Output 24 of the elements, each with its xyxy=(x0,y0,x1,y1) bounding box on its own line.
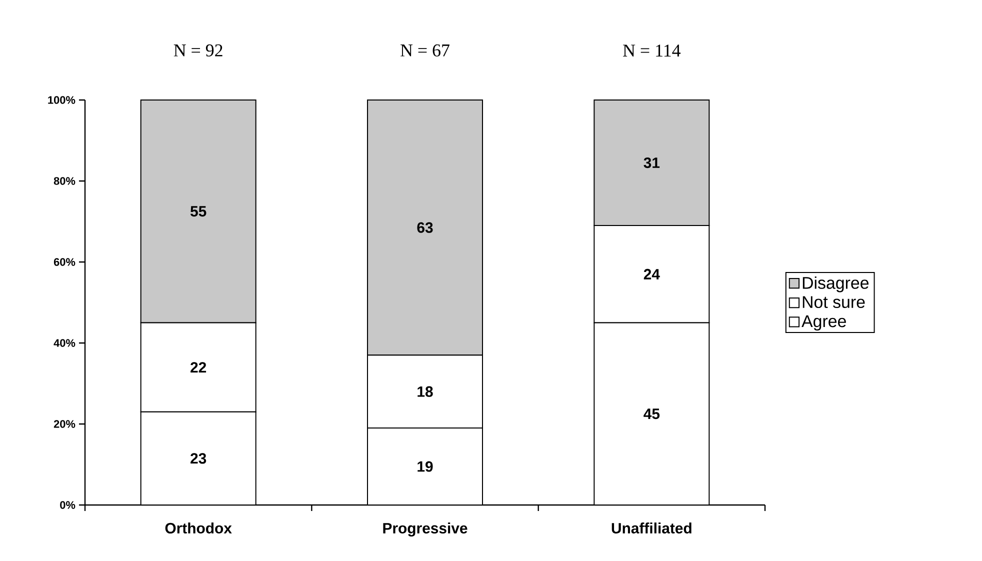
data-label: 55 xyxy=(190,206,206,217)
legend-label: Agree xyxy=(802,315,846,331)
data-label: 63 xyxy=(417,222,433,233)
x-tick-label: Progressive xyxy=(383,522,468,537)
y-tick-label: 80% xyxy=(54,177,76,185)
x-tick-label: Unaffiliated xyxy=(612,522,692,534)
y-tick-label: 0% xyxy=(60,501,76,509)
data-label: 24 xyxy=(644,268,660,280)
x-tick-label: Orthodox xyxy=(165,522,232,534)
y-tick-label: 100% xyxy=(48,96,76,104)
y-tick-label: 40% xyxy=(54,339,76,347)
data-label: 19 xyxy=(418,461,433,472)
legend-label: Disagree xyxy=(802,276,869,292)
text: N = 114 xyxy=(623,44,681,56)
data-label: 45 xyxy=(644,408,660,420)
data-label: 31 xyxy=(644,157,660,168)
data-label: 23 xyxy=(190,453,206,464)
data-label: 18 xyxy=(418,386,433,397)
y-tick-label: 60% xyxy=(54,258,76,266)
legend-label: Not sure xyxy=(802,296,865,308)
text: N = 92 xyxy=(174,44,222,56)
data-label: 22 xyxy=(190,362,206,373)
text: N = 67 xyxy=(400,44,450,56)
y-tick-label: 20% xyxy=(54,420,76,428)
